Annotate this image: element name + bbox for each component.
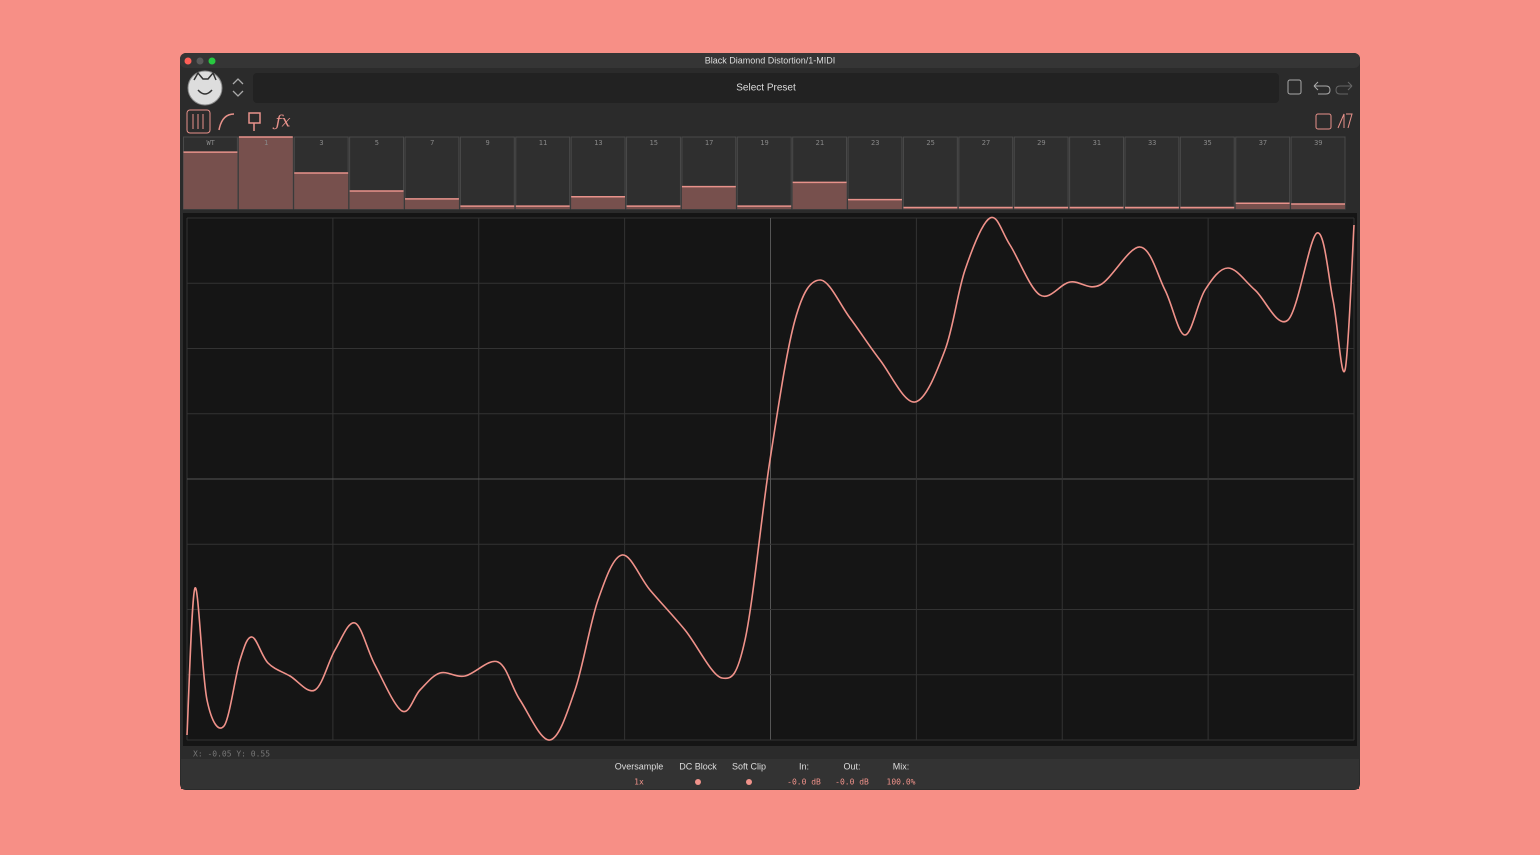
harmonic-label: 7: [430, 139, 434, 147]
in-value[interactable]: -0.0 dB: [787, 778, 821, 787]
logo-face: [193, 71, 217, 95]
undo-button[interactable]: [1313, 81, 1331, 95]
mix-value[interactable]: 100.0%: [887, 778, 916, 787]
harmonic-label: WT: [206, 139, 215, 147]
save-button[interactable]: [1287, 79, 1302, 95]
grid: [186, 217, 1355, 741]
harmonic-label: 1: [264, 139, 268, 147]
close-button[interactable]: [184, 57, 192, 65]
harmonic-label: 27: [982, 139, 990, 147]
harmonic-label: 5: [375, 139, 379, 147]
harmonic-level: [626, 206, 681, 209]
out-label: Out:: [843, 761, 860, 771]
harmonic-label: 37: [1259, 139, 1267, 147]
harmonic-cell[interactable]: [1290, 136, 1346, 210]
harmonic-label: 31: [1093, 139, 1101, 147]
soft-clip-toggle[interactable]: [746, 779, 752, 785]
footer-bar: [181, 759, 1359, 789]
window-title: Black Diamond Distortion/1-MIDI: [705, 55, 836, 65]
dc-block-toggle[interactable]: [695, 779, 701, 785]
dc-block-label: DC Block: [679, 761, 717, 771]
zoom-button[interactable]: [208, 57, 216, 65]
oversample-label: Oversample: [615, 761, 664, 771]
harmonic-cell[interactable]: [1069, 136, 1124, 210]
preset-stepper[interactable]: [232, 78, 244, 97]
mixer-tab[interactable]: [186, 109, 211, 134]
harmonic-label: 21: [816, 139, 824, 147]
brush-tab[interactable]: [248, 112, 261, 131]
harmonic-level: [737, 206, 792, 209]
harmonic-label: 3: [319, 139, 323, 147]
harmonic-cell[interactable]: [515, 136, 571, 210]
harmonic-level: [349, 191, 404, 209]
flip-button[interactable]: [1337, 113, 1353, 129]
harmonic-level: [238, 137, 293, 209]
harmonic-cell[interactable]: [1179, 136, 1235, 210]
harmonic-cell[interactable]: [1235, 136, 1291, 210]
harmonic-cell[interactable]: [459, 136, 515, 210]
harmonic-label: 39: [1314, 139, 1322, 147]
harmonic-cell[interactable]: [847, 136, 903, 210]
harmonic-label: 29: [1037, 139, 1045, 147]
in-label: In:: [799, 761, 809, 771]
mixer-icon: [192, 114, 204, 129]
out-value[interactable]: -0.0 dB: [835, 778, 869, 787]
harmonic-cell[interactable]: [736, 136, 792, 210]
harmonic-level: [571, 196, 626, 209]
transfer-curve: [186, 216, 1355, 741]
harmonic-cell[interactable]: [958, 136, 1014, 210]
mix-label: Mix:: [893, 761, 910, 771]
harmonic-level: [405, 198, 459, 209]
harmonic-level: [294, 173, 349, 209]
harmonic-level: [1235, 203, 1290, 209]
harmonic-label: 25: [926, 139, 934, 147]
view-button[interactable]: [1315, 113, 1332, 130]
preset-label: Select Preset: [736, 83, 796, 94]
curve-tab[interactable]: [218, 113, 235, 131]
harmonic-level: [848, 199, 902, 209]
harmonic-label: 19: [760, 139, 768, 147]
cursor-readout: X: -0.05 Y: 0.55: [193, 750, 270, 759]
harmonic-cell[interactable]: [1124, 136, 1180, 210]
harmonic-level: [515, 206, 570, 209]
preset-selector[interactable]: [253, 73, 1279, 103]
oversample-value[interactable]: 1x: [634, 778, 644, 787]
title-bar: [180, 53, 1360, 68]
harmonic-label: 33: [1148, 139, 1156, 147]
soft-clip-label: Soft Clip: [732, 761, 766, 771]
minimize-button[interactable]: [196, 57, 204, 65]
harmonic-cell[interactable]: [1013, 136, 1069, 210]
redo-button[interactable]: [1335, 81, 1353, 95]
harmonic-label: 9: [485, 139, 489, 147]
harmonic-level: [681, 186, 736, 209]
harmonic-level: [183, 152, 238, 209]
harmonic-level: [460, 206, 515, 209]
harmonic-level: [1291, 203, 1345, 209]
harmonic-level: [792, 182, 847, 209]
harmonic-label: 17: [705, 139, 713, 147]
harmonic-cell[interactable]: [902, 136, 958, 210]
harmonic-label: 13: [594, 139, 602, 147]
harmonic-label: 23: [871, 139, 879, 147]
harmonic-cell[interactable]: [626, 136, 681, 210]
logo[interactable]: [187, 70, 223, 106]
harmonic-label: 11: [539, 139, 547, 147]
harmonic-label: 35: [1203, 139, 1211, 147]
fx-tab[interactable]: ƒx: [273, 112, 291, 131]
harmonic-label: 15: [650, 139, 658, 147]
